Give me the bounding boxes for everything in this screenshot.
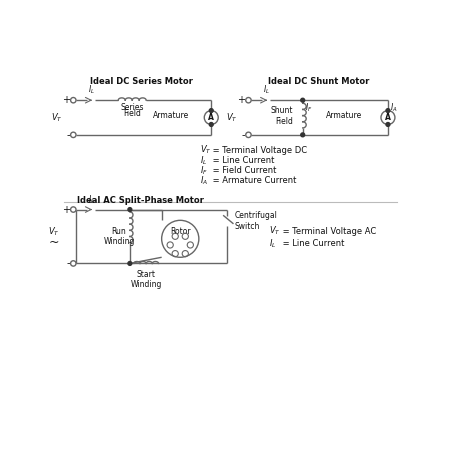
Circle shape xyxy=(301,133,305,137)
Circle shape xyxy=(71,261,76,266)
Text: $I_L$: $I_L$ xyxy=(200,154,207,166)
Circle shape xyxy=(301,98,305,102)
Text: Rotor: Rotor xyxy=(170,227,190,236)
Text: Field: Field xyxy=(123,108,141,117)
Text: = Armature Current: = Armature Current xyxy=(211,176,297,185)
Text: = Terminal Voltage DC: = Terminal Voltage DC xyxy=(211,146,308,155)
Text: Start
Winding: Start Winding xyxy=(130,270,162,289)
Text: Ideal DC Shunt Motor: Ideal DC Shunt Motor xyxy=(267,77,369,86)
Circle shape xyxy=(209,122,213,126)
Text: $I_A$: $I_A$ xyxy=(200,174,208,187)
Text: Ideal DC Series Motor: Ideal DC Series Motor xyxy=(90,77,193,86)
Text: +: + xyxy=(62,95,70,105)
Circle shape xyxy=(71,132,76,138)
Text: = Terminal Voltage AC: = Terminal Voltage AC xyxy=(280,227,377,236)
Text: $I_L$: $I_L$ xyxy=(88,193,94,206)
Circle shape xyxy=(71,98,76,103)
Circle shape xyxy=(128,207,132,212)
Text: -: - xyxy=(67,130,70,140)
Text: A: A xyxy=(208,113,214,122)
Text: $I_F$: $I_F$ xyxy=(200,164,207,176)
Text: Armature: Armature xyxy=(153,112,189,121)
Circle shape xyxy=(246,98,251,103)
Text: A: A xyxy=(385,113,391,122)
Text: $I_L$: $I_L$ xyxy=(88,84,94,96)
Text: +: + xyxy=(237,95,245,105)
Text: $I_L$: $I_L$ xyxy=(270,237,277,250)
Text: $I_F$: $I_F$ xyxy=(305,102,312,114)
Circle shape xyxy=(71,207,76,212)
Text: $I_A$: $I_A$ xyxy=(390,102,398,114)
Text: $I_L$: $I_L$ xyxy=(263,84,270,96)
Circle shape xyxy=(381,111,395,125)
Circle shape xyxy=(246,132,251,138)
Circle shape xyxy=(386,122,390,126)
Text: -: - xyxy=(242,130,245,140)
Text: $V_T$: $V_T$ xyxy=(226,111,238,124)
Text: Centrifugal
Switch: Centrifugal Switch xyxy=(234,212,277,231)
Circle shape xyxy=(204,111,218,125)
Text: = Field Current: = Field Current xyxy=(211,166,277,175)
Text: $V_T$: $V_T$ xyxy=(270,225,281,237)
Text: = Line Current: = Line Current xyxy=(280,239,345,248)
Text: Run
Winding: Run Winding xyxy=(104,227,135,246)
Circle shape xyxy=(386,108,390,112)
Text: Armature: Armature xyxy=(326,112,362,121)
Circle shape xyxy=(209,108,213,112)
Text: +: + xyxy=(62,205,70,215)
Text: $V_T$: $V_T$ xyxy=(51,111,63,124)
Text: $V_T$: $V_T$ xyxy=(200,144,212,157)
Text: ~: ~ xyxy=(49,236,59,249)
Text: = Line Current: = Line Current xyxy=(211,156,275,165)
Circle shape xyxy=(128,261,132,266)
Text: Shunt
Field: Shunt Field xyxy=(271,106,293,126)
Text: Series: Series xyxy=(121,104,144,112)
Text: $V_T$: $V_T$ xyxy=(48,225,59,238)
Text: -: - xyxy=(67,258,70,269)
Text: Ideal AC Split-Phase Motor: Ideal AC Split-Phase Motor xyxy=(76,196,203,205)
